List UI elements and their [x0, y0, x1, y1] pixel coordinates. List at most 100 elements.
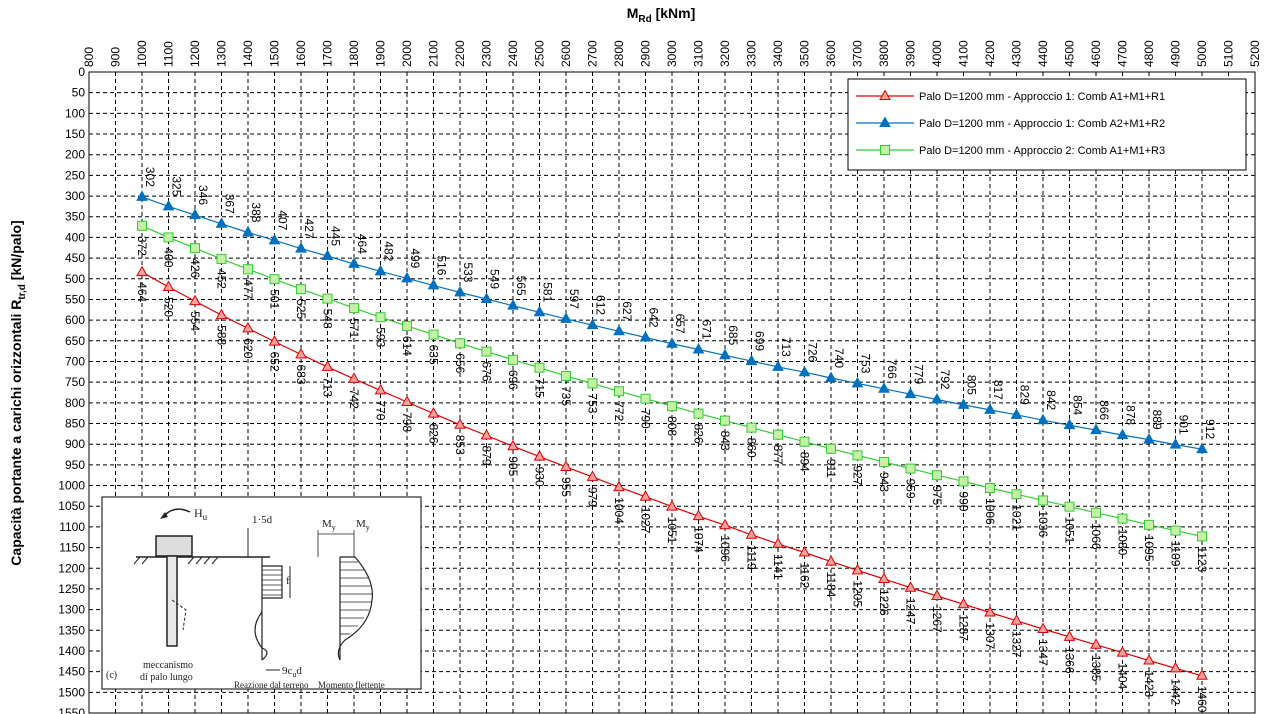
data-point — [1091, 507, 1101, 518]
data-label: 612 — [594, 295, 608, 315]
series-layer — [136, 190, 1208, 680]
y-tick-label: 1150 — [59, 541, 85, 555]
y-axis-ticks: 0 50 100 150 200 250 300 350 400 450 500 550 600 650 7… — [58, 65, 85, 714]
data-point — [216, 253, 227, 264]
data-point — [1197, 531, 1207, 542]
data-point — [932, 470, 942, 481]
x-tick-label: 800 — [82, 47, 96, 67]
data-point — [295, 242, 307, 253]
data-point — [1010, 614, 1023, 625]
data-label: 930 — [533, 467, 547, 487]
data-label: 302 — [143, 167, 157, 187]
x-tick-label: 4500 — [1063, 40, 1077, 67]
x-tick-label: 1700 — [321, 40, 335, 67]
data-point — [243, 264, 253, 275]
data-point — [878, 572, 890, 584]
data-point — [851, 376, 864, 388]
x-tick-label: 2700 — [586, 40, 600, 67]
x-tick-label: 5100 — [1222, 40, 1236, 67]
y-tick-label: 1350 — [58, 623, 85, 637]
data-point — [745, 354, 758, 366]
data-label: 1205 — [851, 580, 865, 607]
y-tick-label: 600 — [65, 313, 85, 327]
data-label: 516 — [435, 255, 449, 275]
data-point — [851, 563, 864, 575]
data-label: 1119 — [745, 545, 759, 570]
x-tick-label: 4000 — [930, 40, 944, 67]
data-point — [136, 265, 148, 277]
x-tick-label: 5000 — [1195, 40, 1209, 67]
data-label: 901 — [1177, 415, 1191, 435]
data-label: 427 — [302, 219, 316, 239]
data-label: 627 — [620, 301, 634, 321]
legend-marker — [879, 89, 891, 100]
data-point — [905, 463, 916, 474]
data-point — [162, 280, 175, 292]
data-point — [534, 362, 545, 373]
y-tick-label: 1300 — [58, 603, 85, 617]
data-label: 826 — [427, 424, 441, 444]
data-point — [984, 605, 996, 617]
data-point — [189, 208, 201, 220]
data-point — [719, 348, 731, 360]
y-tick-label: 850 — [65, 417, 85, 431]
data-label: 790 — [639, 409, 653, 429]
data-point — [427, 278, 440, 290]
data-point — [455, 338, 465, 349]
svg-text:9cud: 9cud — [282, 665, 302, 679]
data-label: 1287 — [957, 614, 971, 641]
data-point — [1116, 428, 1129, 440]
x-tick-label: 3400 — [771, 40, 785, 67]
data-point — [666, 500, 678, 511]
data-point — [1196, 669, 1208, 680]
data-point — [215, 308, 228, 320]
data-point — [720, 415, 730, 426]
y-tick-label: 1450 — [58, 665, 85, 679]
x-tick-label: 3500 — [798, 40, 812, 67]
data-label: 1095 — [1142, 535, 1156, 562]
data-point — [136, 190, 148, 201]
data-label: 685 — [726, 325, 740, 345]
y-tick-label: 450 — [65, 251, 85, 265]
x-tick-label: 2100 — [427, 40, 441, 67]
y-tick-label: 500 — [65, 272, 85, 286]
x-tick-label: 1200 — [188, 40, 202, 67]
data-point — [825, 555, 837, 566]
data-label: 770 — [374, 400, 388, 420]
data-point — [586, 470, 599, 481]
data-point — [137, 220, 147, 231]
series — [137, 220, 1207, 542]
y-tick-label: 350 — [65, 210, 85, 224]
data-point — [401, 271, 413, 283]
data-point — [640, 393, 651, 404]
y-tick-label: 950 — [65, 458, 85, 472]
data-point — [746, 422, 757, 433]
data-point — [269, 274, 280, 285]
x-tick-label: 2600 — [559, 40, 573, 67]
data-point — [427, 407, 440, 418]
data-label: 588 — [215, 325, 229, 345]
data-label: 525 — [294, 299, 308, 319]
data-point — [614, 386, 624, 397]
data-point — [639, 330, 652, 342]
svg-text:My: My — [356, 518, 370, 532]
data-label: 699 — [753, 331, 767, 351]
y-tick-label: 900 — [65, 437, 85, 451]
data-label: 367 — [223, 194, 237, 214]
data-point — [1037, 622, 1049, 634]
x-tick-label: 2800 — [612, 40, 626, 67]
data-label: 635 — [427, 345, 441, 365]
data-label: 990 — [957, 491, 971, 511]
y-tick-label: 200 — [65, 148, 85, 162]
data-label: 400 — [162, 247, 176, 267]
data-label: 1307 — [983, 623, 997, 650]
data-point — [904, 387, 917, 399]
data-label: 805 — [965, 375, 979, 395]
data-label: 597 — [567, 289, 581, 309]
data-labels: 464 520 554 588 620 652 683 713 742 770 798 826 853 8… — [135, 167, 1217, 713]
data-label: 581 — [541, 282, 555, 302]
data-label: 889 — [1150, 410, 1164, 430]
y-tick-label: 1200 — [58, 561, 85, 575]
legend-entry: Palo D=1200 mm - Approccio 1: Comb A1+M1… — [919, 91, 1165, 103]
data-point — [852, 450, 863, 461]
